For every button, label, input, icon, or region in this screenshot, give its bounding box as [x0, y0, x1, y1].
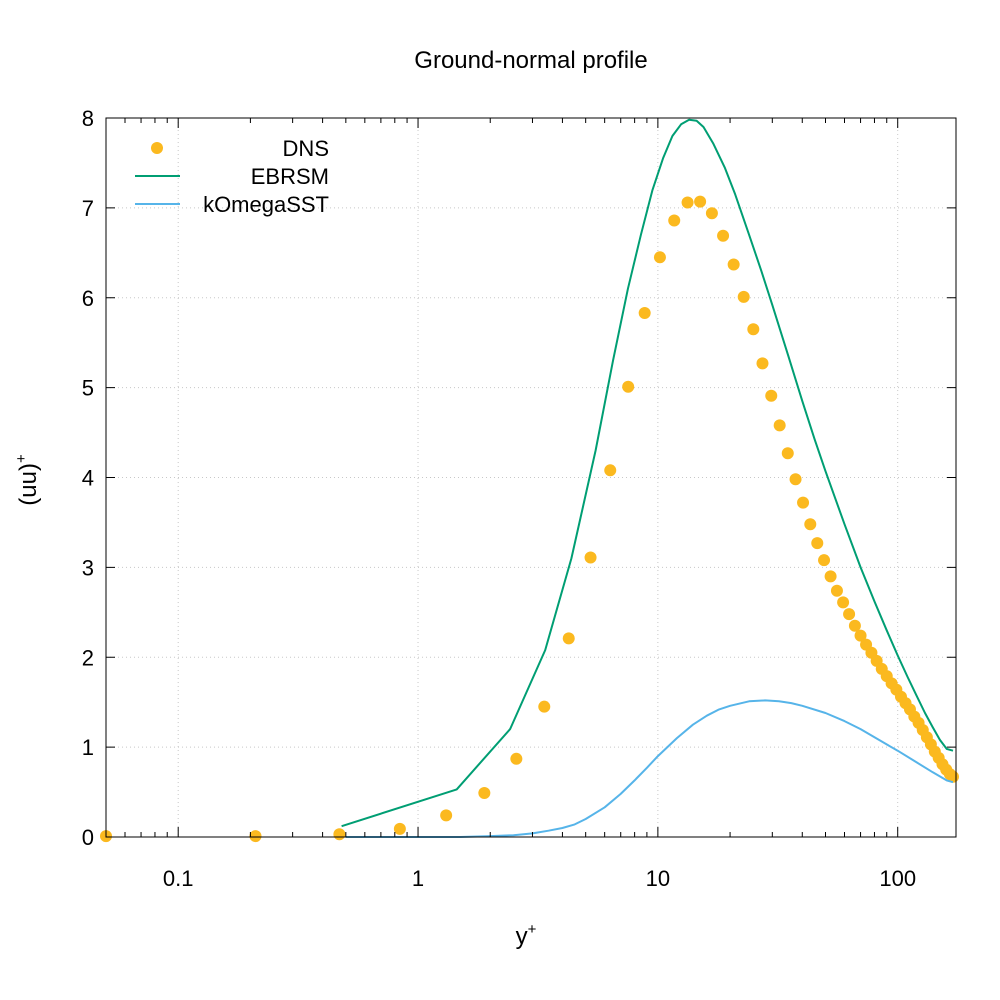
x-tick-label: 100: [879, 866, 916, 891]
data-point-dns: [837, 596, 850, 609]
x-axis-label: y+: [516, 921, 537, 950]
y-tick-label: 4: [82, 466, 94, 491]
series-line-ebrsm: [341, 118, 954, 828]
data-point-dns: [538, 700, 551, 713]
data-point-dns: [668, 214, 681, 227]
x-tick-label: 10: [646, 866, 670, 891]
data-point-dns: [440, 809, 453, 822]
data-point-dns: [249, 830, 262, 843]
legend-marker-dns: [151, 142, 163, 154]
legend-label-komegasst: kOmegaSST: [203, 192, 329, 217]
data-point-dns: [622, 380, 635, 393]
data-point-dns: [717, 229, 730, 242]
data-point-dns: [804, 518, 817, 531]
data-point-dns: [638, 307, 651, 320]
data-point-dns: [584, 551, 597, 564]
data-point-dns: [562, 632, 575, 645]
data-point-dns: [811, 537, 824, 550]
legend-label-dns: DNS: [283, 136, 329, 161]
data-point-dns: [781, 447, 794, 460]
data-point-dns: [727, 258, 740, 271]
data-point-dns: [848, 619, 861, 632]
data-point-dns: [765, 389, 778, 402]
y-tick-label: 6: [82, 286, 94, 311]
x-tick-label: 0.1: [163, 866, 194, 891]
data-point-dns: [830, 584, 843, 597]
data-point-dns: [705, 207, 718, 220]
y-tick-label: 3: [82, 555, 94, 580]
y-tick-label: 2: [82, 645, 94, 670]
data-point-dns: [854, 629, 867, 642]
axis-tick-labels: 0 1 2 3 4 5 6 7 8 0.1 1 10 100: [82, 106, 916, 891]
series-dns: [100, 195, 959, 843]
legend: DNS EBRSM kOmegaSST: [135, 136, 329, 217]
y-tick-label: 1: [82, 735, 94, 760]
data-point-dns: [843, 608, 856, 621]
y-tick-label: 0: [82, 825, 94, 850]
legend-label-ebrsm: EBRSM: [251, 164, 329, 189]
data-point-dns: [737, 290, 750, 303]
data-point-dns: [333, 828, 346, 841]
axis-ticks: [105, 117, 956, 838]
grid: [106, 118, 956, 837]
data-point-dns: [797, 496, 810, 509]
data-point-dns: [653, 251, 666, 264]
data-point-dns: [824, 570, 837, 583]
y-tick-label: 7: [82, 196, 94, 221]
data-point-dns: [694, 195, 707, 208]
data-point-dns: [478, 786, 491, 799]
data-point-dns: [773, 419, 786, 432]
y-tick-label: 5: [82, 376, 94, 401]
data-point-dns: [393, 822, 406, 835]
data-point-dns: [604, 464, 617, 477]
data-point-dns: [747, 323, 760, 336]
x-tick-label: 1: [412, 866, 424, 891]
data-point-dns: [818, 554, 831, 567]
y-axis-label: (uu)+: [13, 454, 42, 506]
data-point-dns: [510, 752, 523, 765]
series-line-komegasst: [345, 699, 954, 838]
data-point-dns: [756, 357, 769, 370]
plot-series: [100, 118, 959, 843]
data-point-dns: [681, 196, 694, 209]
data-point-dns: [789, 473, 802, 486]
chart-title: Ground-normal profile: [414, 47, 647, 74]
y-tick-label: 8: [82, 106, 94, 131]
